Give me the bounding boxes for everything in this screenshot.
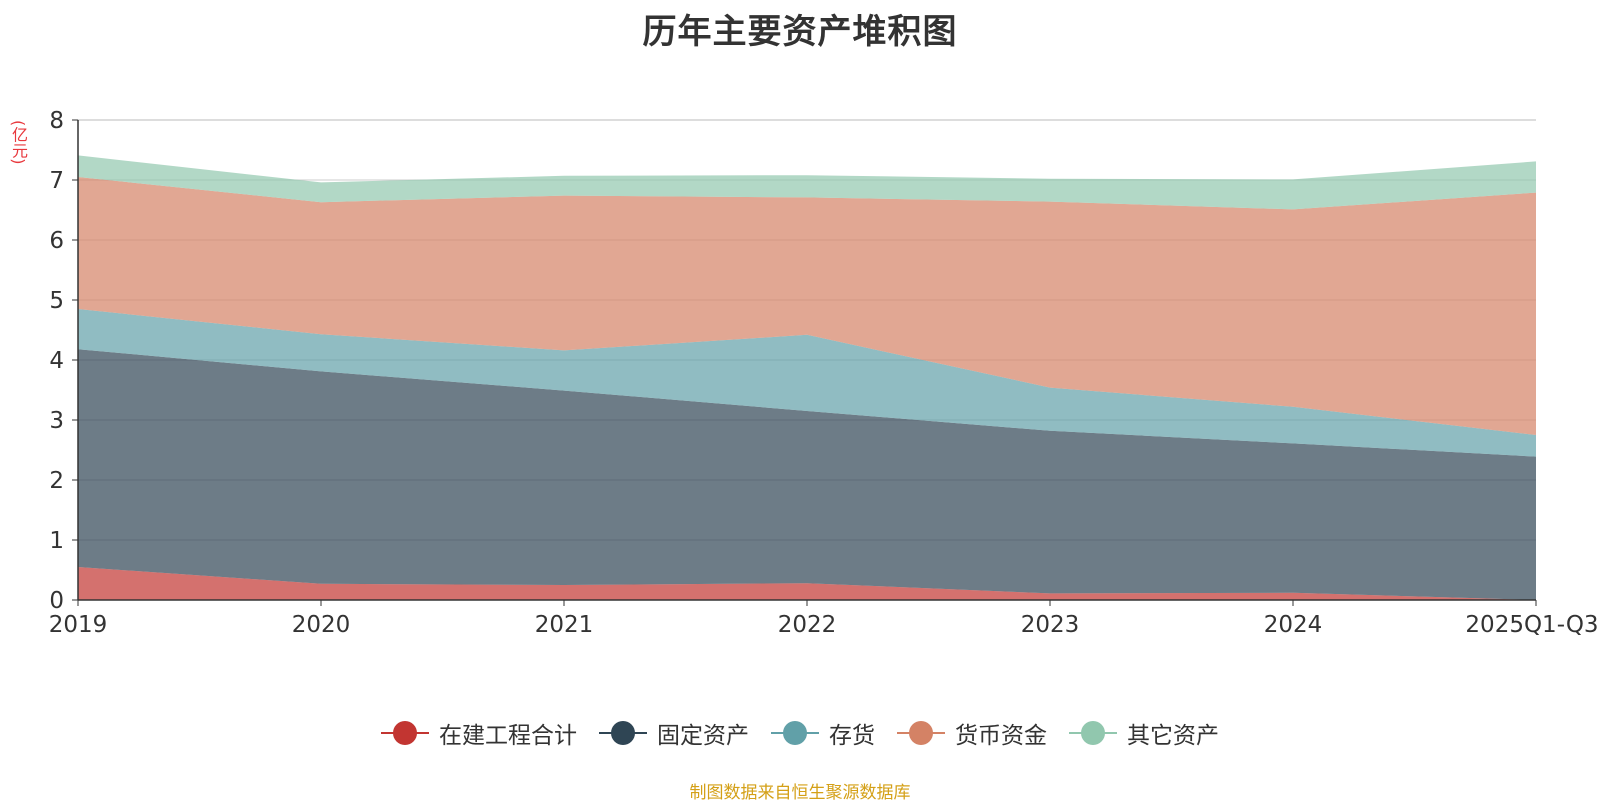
x-tick-label: 2023 — [1021, 612, 1080, 638]
y-tick-label: 3 — [49, 408, 64, 434]
legend-item-3[interactable]: 货币资金 — [897, 716, 1047, 750]
y-tick-label: 1 — [49, 528, 64, 554]
y-tick-label: 7 — [49, 168, 64, 194]
area-series-0 — [78, 567, 1536, 600]
axes: 0 1 2 3 4 5 6 7 8 2019 2020 2021 2022 2023 2024 2025Q1-… — [49, 108, 1599, 638]
legend-label: 固定资产 — [657, 723, 749, 749]
x-tick-label: 2019 — [49, 612, 108, 638]
legend-marker-icon — [1069, 721, 1117, 745]
area-series-3 — [78, 177, 1536, 435]
legend-label: 存货 — [829, 723, 875, 749]
legend-marker-icon — [381, 721, 429, 745]
legend-item-2[interactable]: 存货 — [771, 716, 875, 750]
chart-title: 历年主要资产堆积图 — [642, 12, 958, 52]
area-series-1 — [78, 349, 1536, 600]
y-axis-unit-label: (亿元) — [9, 120, 28, 165]
y-tick-label: 5 — [49, 288, 64, 314]
chart-plot: 0 1 2 3 4 5 6 7 8 2019 2020 2021 2022 2023 2024 2025Q1-… — [49, 108, 1599, 638]
legend-marker-icon — [599, 721, 647, 745]
legend-item-0[interactable]: 在建工程合计 — [381, 716, 577, 750]
legend-label: 其它资产 — [1127, 723, 1219, 749]
y-tick-label: 0 — [49, 588, 64, 614]
x-tick-label: 2024 — [1264, 612, 1323, 638]
x-tick-label: 2020 — [292, 612, 351, 638]
y-tick-label: 8 — [49, 108, 64, 134]
x-tick-label: 2021 — [535, 612, 594, 638]
legend-label: 在建工程合计 — [439, 723, 577, 749]
legend-item-1[interactable]: 固定资产 — [599, 716, 749, 750]
legend-marker-icon — [771, 721, 819, 745]
legend-item-4[interactable]: 其它资产 — [1069, 716, 1219, 750]
area-series-4 — [78, 155, 1536, 210]
area-series — [78, 155, 1536, 600]
y-tick-label: 4 — [49, 348, 64, 374]
x-tick-label: 2022 — [778, 612, 837, 638]
legend: 在建工程合计 固定资产 存货 货币资金 其它资产 — [0, 716, 1600, 750]
data-source-note: 制图数据来自恒生聚源数据库 — [689, 783, 911, 803]
legend-marker-icon — [897, 721, 945, 745]
legend-label: 货币资金 — [955, 723, 1047, 749]
y-tick-label: 6 — [49, 228, 64, 254]
area-series-2 — [78, 309, 1536, 457]
y-tick-label: 2 — [49, 468, 64, 494]
x-tick-label: 2025Q1-Q3 — [1465, 612, 1598, 638]
